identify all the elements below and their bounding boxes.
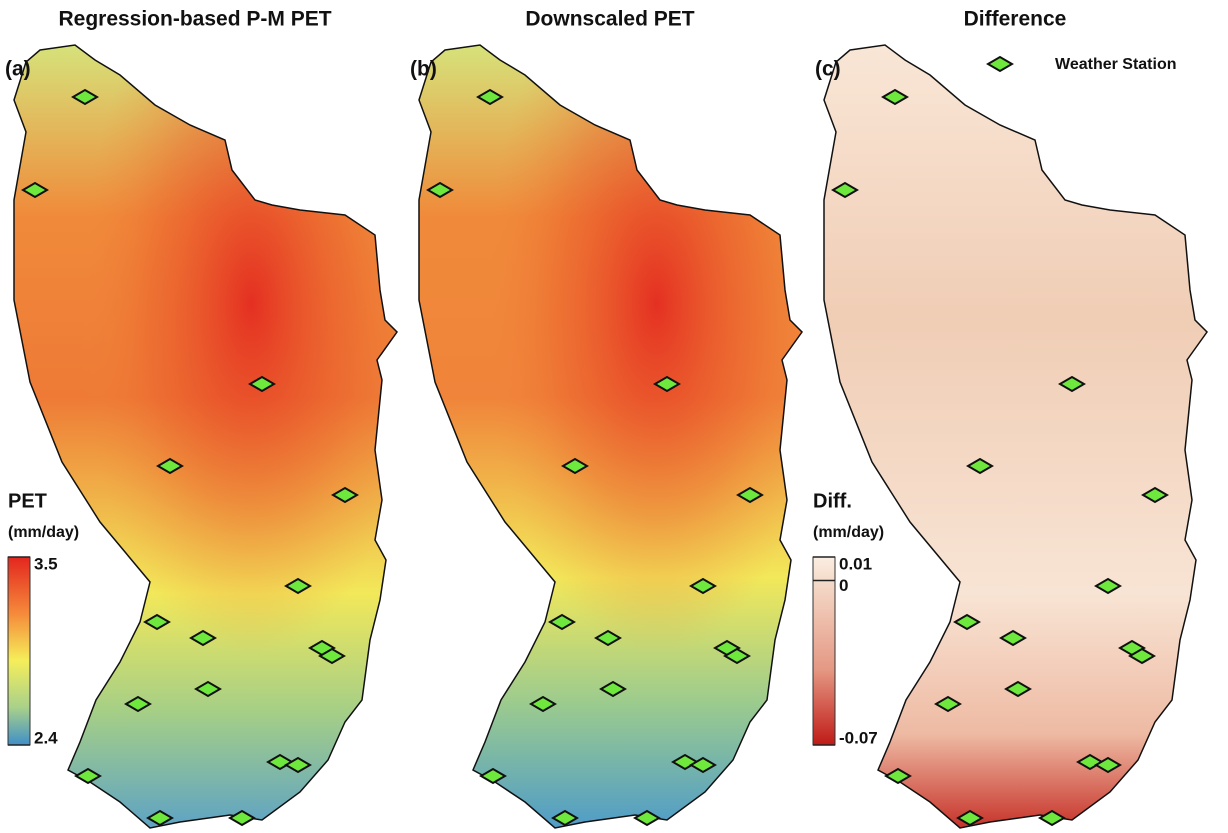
basin-outline — [823, 44, 1208, 829]
weather-station — [953, 613, 981, 631]
weather-station — [999, 629, 1027, 647]
weather-station — [633, 809, 661, 827]
weather-station — [653, 375, 681, 393]
weather-station — [476, 88, 504, 106]
weather-station — [1038, 809, 1066, 827]
map-panel — [13, 44, 398, 829]
station-legend-label: Weather Station — [1055, 56, 1177, 73]
weather-station — [956, 809, 984, 827]
maps — [13, 44, 1208, 829]
weather-station — [548, 613, 576, 631]
weather-station — [189, 629, 217, 647]
basin — [824, 45, 1207, 828]
weather-station — [881, 88, 909, 106]
weather-station — [599, 680, 627, 698]
map-panel — [823, 44, 1208, 829]
weather-station — [689, 756, 717, 774]
weather-station — [21, 181, 49, 199]
legend-unit: (mm/day) — [8, 524, 79, 541]
weather-station — [736, 486, 764, 504]
weather-station — [966, 457, 994, 475]
legend-title: Diff. — [813, 490, 852, 512]
panel-title: Downscaled PET — [525, 8, 694, 31]
basin-outline — [418, 44, 803, 829]
weather-station — [228, 809, 256, 827]
panel-label: (c) — [815, 58, 841, 81]
map-panel — [418, 44, 803, 829]
weather-station — [1141, 486, 1169, 504]
weather-station — [934, 695, 962, 713]
weather-station — [71, 88, 99, 106]
legend-unit: (mm/day) — [813, 524, 884, 541]
weather-station — [248, 375, 276, 393]
weather-station — [426, 181, 454, 199]
colorbar-tick-label: 2.4 — [34, 728, 58, 747]
weather-station — [1004, 680, 1032, 698]
colorbar-tick-label: 0 — [839, 576, 848, 595]
weather-station — [74, 767, 102, 785]
colorbar-tick-label: -0.07 — [839, 728, 878, 747]
colorbar-tick-label: 3.5 — [34, 554, 58, 573]
legends: PET (mm/day) 3.5 2.4 Diff. (mm/day) 0.01 0 -0.07 — [7, 490, 884, 747]
weather-station — [884, 767, 912, 785]
panel-title: Regression-based P-M PET — [58, 8, 331, 31]
weather-station — [318, 647, 346, 665]
weather-station — [723, 647, 751, 665]
weather-station — [156, 457, 184, 475]
weather-station — [1058, 375, 1086, 393]
panel-label: (a) — [5, 58, 31, 81]
colorbar — [7, 556, 31, 746]
legend-title: PET — [8, 490, 47, 512]
weather-station — [551, 809, 579, 827]
weather-station — [284, 756, 312, 774]
panel-title: Difference — [964, 8, 1067, 31]
weather-station — [331, 486, 359, 504]
weather-station — [689, 577, 717, 595]
basin-outline — [13, 44, 398, 829]
weather-station — [561, 457, 589, 475]
weather-station — [594, 629, 622, 647]
weather-station — [1094, 577, 1122, 595]
weather-station — [1094, 756, 1122, 774]
weather-station — [479, 767, 507, 785]
basin-hotspot — [419, 45, 802, 828]
weather-station — [284, 577, 312, 595]
colorbar-tick-label: 0.01 — [839, 554, 872, 573]
weather-station — [986, 55, 1014, 73]
panel-label: (b) — [410, 58, 437, 81]
weather-station — [831, 181, 859, 199]
weather-station — [146, 809, 174, 827]
weather-station — [194, 680, 222, 698]
colorbar — [812, 556, 836, 746]
weather-station — [1128, 647, 1156, 665]
weather-station — [143, 613, 171, 631]
weather-station — [124, 695, 152, 713]
weather-station — [529, 695, 557, 713]
basin-hotspot — [14, 45, 397, 828]
